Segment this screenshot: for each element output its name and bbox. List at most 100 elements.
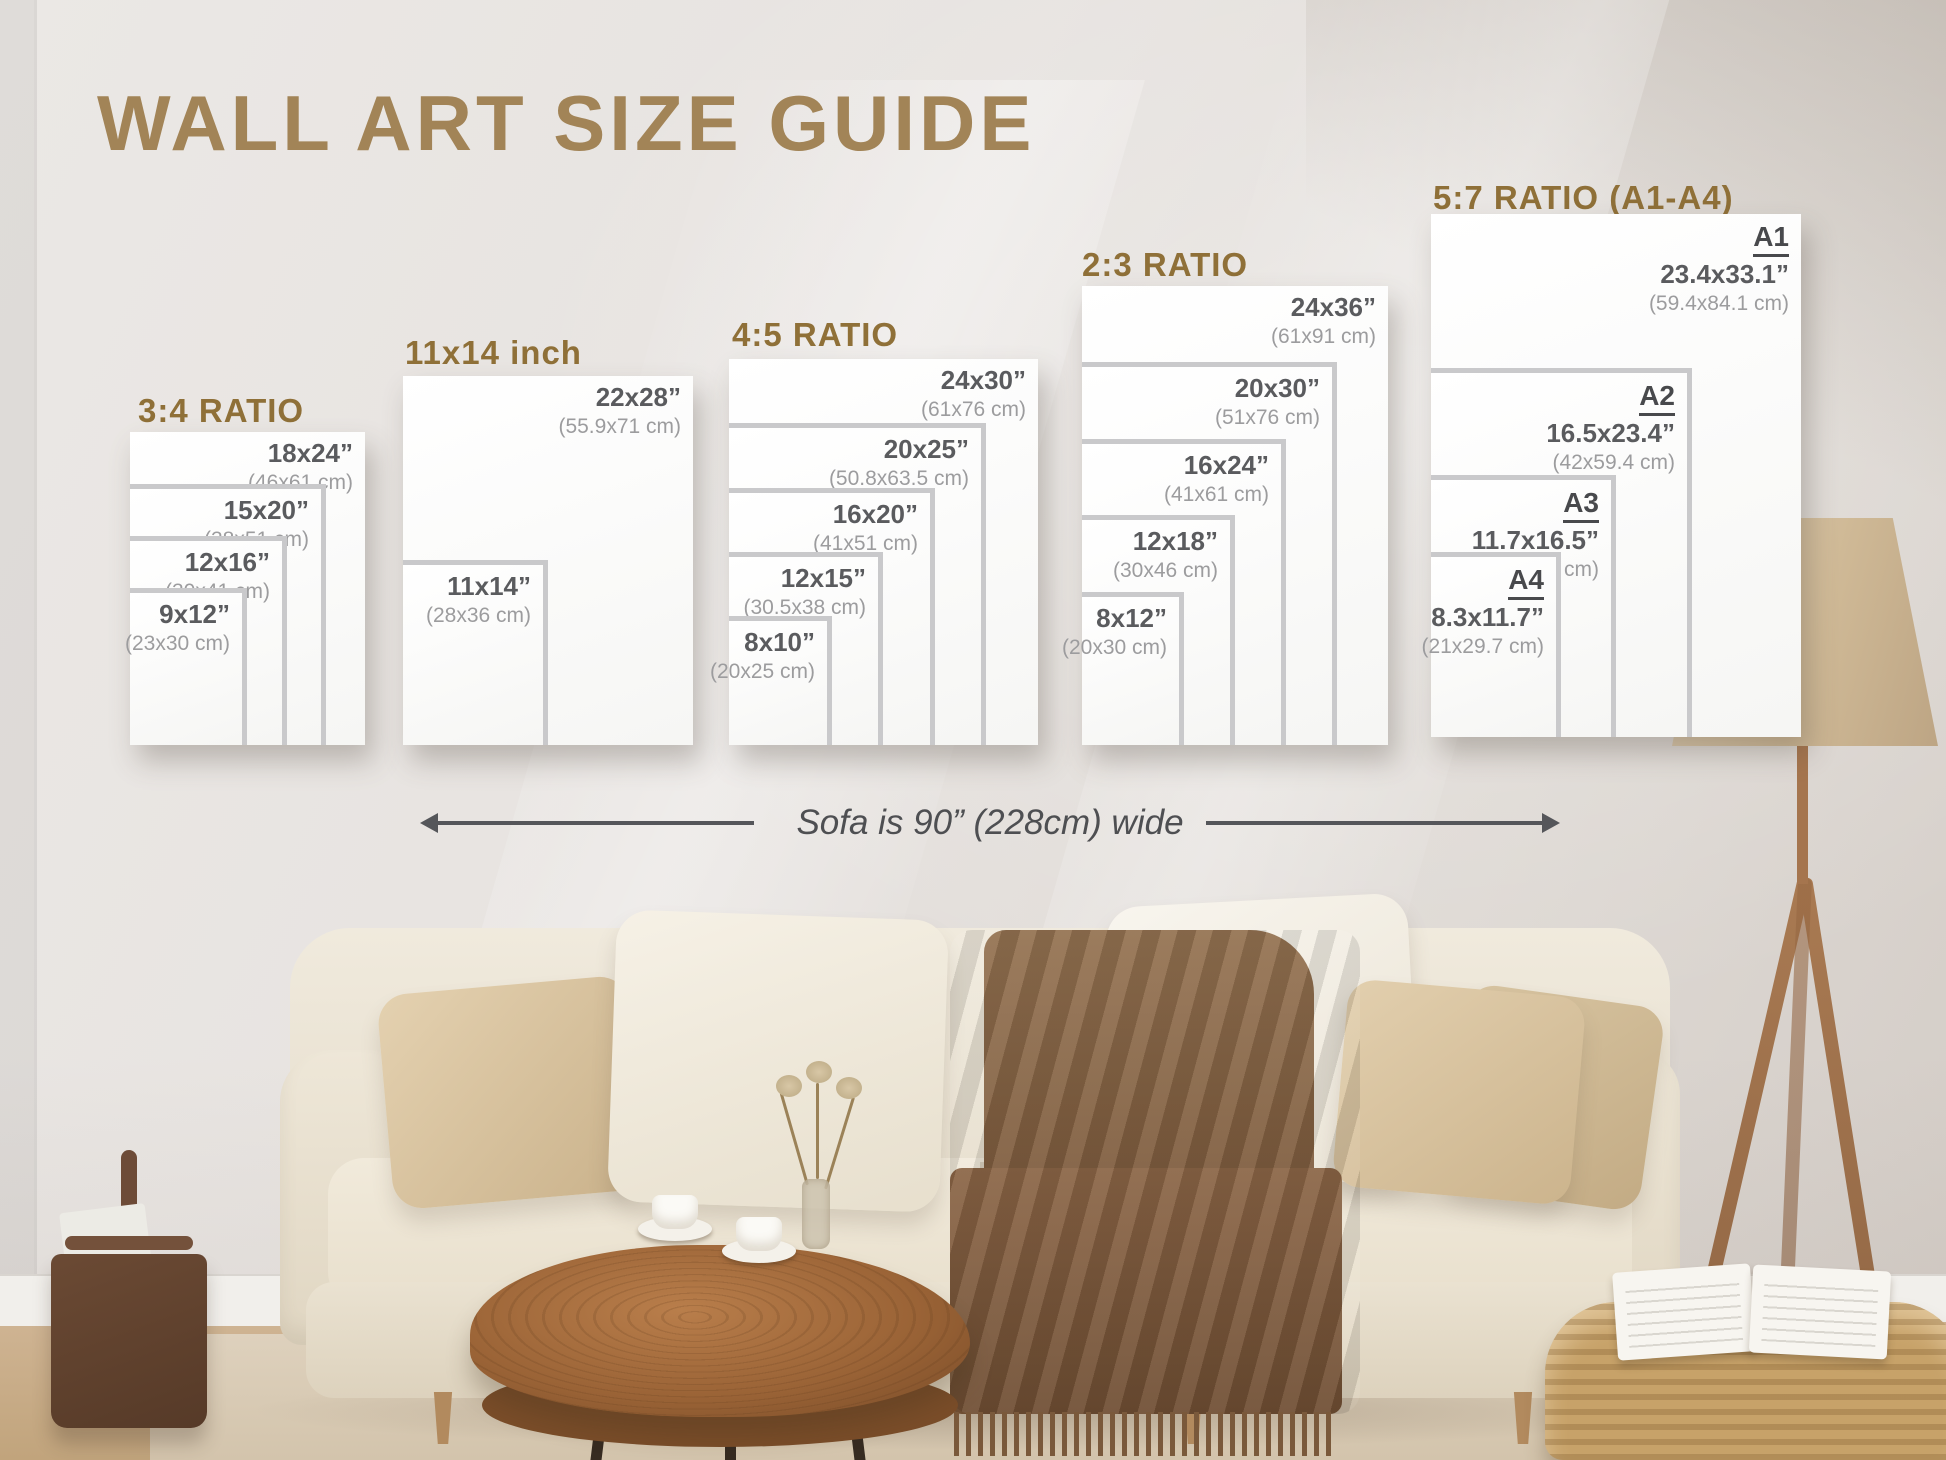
coffee-table	[470, 1061, 970, 1460]
size-inches: 20x25”	[883, 434, 969, 464]
size-inches: 11.7x16.5”	[1471, 525, 1599, 556]
size-centimeters: (51x76 cm)	[1214, 405, 1320, 429]
dried-bloom	[836, 1077, 862, 1099]
paper-size-tag: A1	[1753, 221, 1789, 258]
wall-corner-panel	[0, 0, 34, 1290]
size-centimeters: (41x51 cm)	[812, 531, 918, 555]
size-inches: 12x18”	[1132, 526, 1218, 556]
size-inches: 22x28”	[595, 382, 681, 412]
paper-size-tag: A4	[1508, 564, 1544, 601]
size-inches: 8.3x11.7”	[1431, 602, 1544, 633]
sheet-label: 8x10” (20x25 cm)	[709, 627, 815, 684]
size-sheet: 9x12” (23x30 cm)	[125, 588, 247, 745]
panel-heading: 11x14 inch	[405, 334, 582, 371]
wall-corner-line	[34, 0, 37, 1290]
size-centimeters: (23x30 cm)	[124, 631, 230, 655]
sheet-label: 12x18” (30x46 cm)	[1112, 526, 1218, 583]
table-top	[470, 1245, 970, 1417]
sofa-leg	[433, 1392, 453, 1444]
size-sheet: 8x10” (20x25 cm)	[710, 616, 832, 745]
sofa-leg	[1513, 1392, 1533, 1444]
dried-bloom	[776, 1075, 802, 1097]
size-inches: 8x10”	[744, 627, 815, 657]
throw-blanket	[950, 930, 1360, 1460]
size-sheet: 11x14” (28x36 cm)	[403, 560, 548, 745]
size-inches: 24x36”	[1290, 292, 1376, 322]
sheet-label: 8x12” (20x30 cm)	[1061, 603, 1167, 660]
size-inches: 11x14”	[447, 571, 531, 601]
size-centimeters: (59.4x84.1 cm)	[1648, 292, 1789, 316]
rack-bar	[65, 1236, 193, 1250]
sheet-label: A2 16.5x23.4” (42x59.4 cm)	[1546, 380, 1675, 475]
size-sheet: A4 8.3x11.7” (21x29.7 cm)	[1421, 552, 1561, 737]
size-sheet: 8x12” (20x30 cm)	[1062, 592, 1184, 745]
arrow-line-left	[420, 813, 754, 833]
sheet-label: 12x15” (30.5x38 cm)	[743, 563, 866, 620]
size-inches: 16x20”	[832, 499, 918, 529]
sheet-label: 11x14” (28x36 cm)	[425, 571, 531, 628]
size-centimeters: (30x46 cm)	[1112, 558, 1218, 582]
coffee-cup	[652, 1195, 698, 1229]
sheet-label: A4 8.3x11.7” (21x29.7 cm)	[1421, 564, 1544, 659]
size-centimeters: (42x59.4 cm)	[1552, 451, 1675, 475]
arrow-head-right-icon	[1542, 813, 1560, 833]
size-inches: 16.5x23.4”	[1546, 418, 1675, 449]
paper-size-tag: A3	[1563, 487, 1599, 524]
size-centimeters: (28x36 cm)	[425, 603, 531, 627]
dried-sprig	[816, 1083, 819, 1179]
size-inches: 16x24”	[1183, 450, 1269, 480]
throw-over-seat	[950, 1168, 1342, 1414]
sheet-label: 9x12” (23x30 cm)	[124, 599, 230, 656]
size-centimeters: (21x29.7 cm)	[1421, 635, 1544, 659]
page-title: WALL ART SIZE GUIDE	[97, 79, 1036, 167]
coffee-cup	[736, 1217, 782, 1251]
throw-folds	[950, 930, 1360, 1414]
dried-bloom	[806, 1061, 832, 1083]
size-inches: 23.4x33.1”	[1660, 259, 1789, 290]
size-inches: 8x12”	[1096, 603, 1167, 633]
sofa-width-text: Sofa is 90” (228cm) wide	[796, 803, 1184, 842]
sheet-label: 24x36” (61x91 cm)	[1270, 292, 1376, 349]
throw-fringe	[954, 1412, 1338, 1456]
panel-heading: 5:7 RATIO (A1-A4)	[1433, 179, 1734, 216]
size-centimeters: (50.8x63.5 cm)	[828, 466, 969, 490]
size-centimeters: (61x76 cm)	[920, 397, 1026, 421]
panel-heading: 4:5 RATIO	[732, 316, 899, 353]
magazine-rack	[45, 1150, 213, 1428]
arrow-head-left-icon	[420, 813, 438, 833]
sheet-label: 16x24” (41x61 cm)	[1163, 450, 1269, 507]
sheet-label: 22x28” (55.9x71 cm)	[558, 382, 681, 439]
size-inches: 15x20”	[223, 495, 309, 525]
size-centimeters: (55.9x71 cm)	[558, 414, 681, 438]
panel-heading: 3:4 RATIO	[138, 392, 305, 429]
size-centimeters: (41x61 cm)	[1163, 482, 1269, 506]
size-inches: 12x15”	[780, 563, 866, 593]
sheet-label: 16x20” (41x51 cm)	[812, 499, 918, 556]
size-centimeters: (20x25 cm)	[709, 659, 815, 683]
size-inches: 18x24”	[267, 438, 353, 468]
size-inches: 20x30”	[1234, 373, 1320, 403]
sheet-label: 20x25” (50.8x63.5 cm)	[828, 434, 969, 491]
panel-heading: 2:3 RATIO	[1082, 246, 1249, 283]
throw-over-backrest	[984, 930, 1314, 1192]
paper-size-tag: A2	[1639, 380, 1675, 417]
size-centimeters: (30.5x38 cm)	[743, 595, 866, 619]
sofa-width-annotation: Sofa is 90” (228cm) wide	[420, 795, 1560, 851]
rack-body	[51, 1254, 207, 1428]
sheet-label: 20x30” (51x76 cm)	[1214, 373, 1320, 430]
size-inches: 24x30”	[940, 365, 1026, 395]
lamp-stem	[1797, 744, 1808, 884]
size-centimeters: (61x91 cm)	[1270, 324, 1376, 348]
size-centimeters: (20x30 cm)	[1061, 635, 1167, 659]
vase	[802, 1179, 830, 1249]
sheet-label: A1 23.4x33.1” (59.4x84.1 cm)	[1649, 221, 1789, 316]
size-inches: 9x12”	[159, 599, 230, 629]
size-inches: 12x16”	[184, 547, 270, 577]
